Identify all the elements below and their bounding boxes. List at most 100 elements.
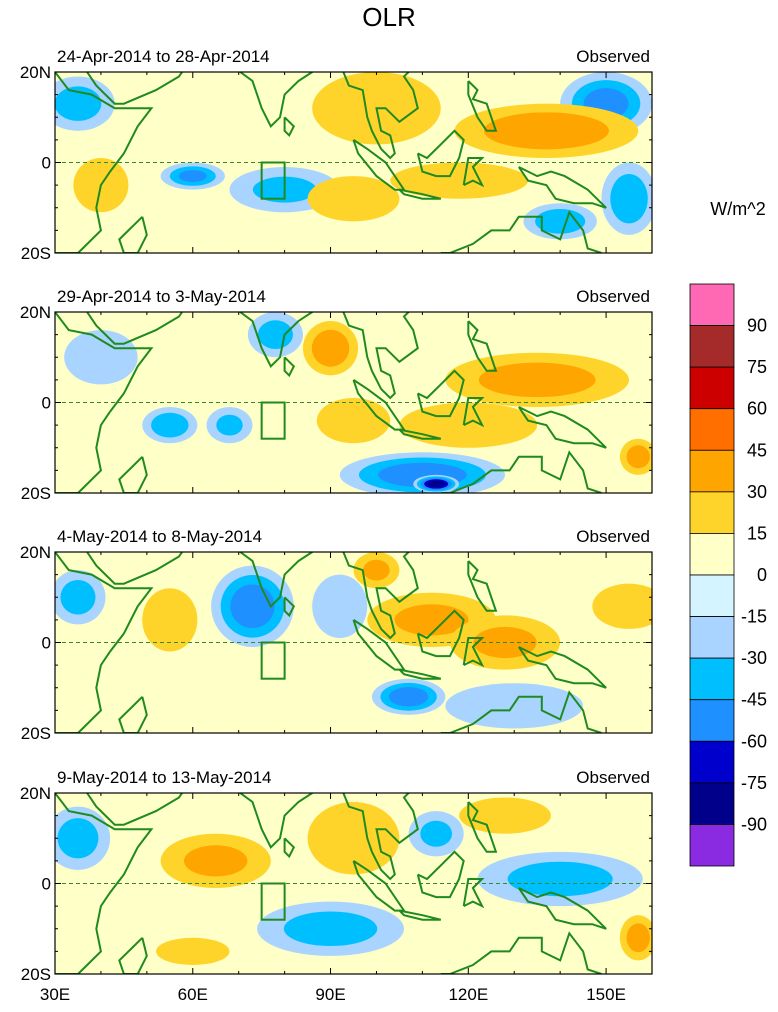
coastline (398, 909, 442, 921)
coastline (440, 931, 602, 974)
anomaly-contour (307, 176, 400, 222)
anomaly-contour (142, 588, 198, 652)
coastlines (55, 49, 607, 253)
x-tick-label: 90E (315, 985, 345, 1004)
colorbar-swatch (689, 699, 735, 742)
panel-tag-label: Observed (576, 47, 650, 66)
coastline (517, 406, 607, 449)
anomaly-contour (445, 683, 584, 729)
panel-tag-label: Observed (576, 768, 650, 787)
anomaly-contour (312, 574, 368, 638)
panel-period-label: 24-Apr-2014 to 28-Apr-2014 (57, 47, 270, 66)
coastline (440, 210, 602, 253)
coastline (467, 560, 498, 612)
colorbar-swatch (689, 449, 735, 493)
coastlines (55, 529, 607, 733)
panel-tag-label: Observed (576, 527, 650, 546)
y-tick-label: 20N (20, 784, 51, 803)
coastline (462, 878, 485, 909)
coastline (467, 80, 498, 132)
colorbar-swatch (689, 824, 735, 867)
anomaly-contour (394, 604, 469, 636)
region-box (260, 401, 286, 440)
panels-group: 20N 0 20S 24-Apr-2014 to 28-Apr-2014 Observe… (20, 47, 653, 1004)
coastline (517, 887, 607, 930)
anomaly-contour (257, 320, 293, 350)
region-box (260, 882, 286, 921)
panel-1: 20N 0 20S 24-Apr-2014 to 28-Apr-2014 Observe… (20, 47, 653, 263)
anomaly-contour (420, 820, 453, 847)
coastline (416, 609, 465, 658)
coastline (238, 552, 314, 608)
anomaly-contour (151, 412, 189, 438)
panel-tag-label: Observed (576, 287, 650, 306)
panel-period-label: 29-Apr-2014 to 3-May-2014 (57, 287, 266, 306)
y-tick-label: 0 (42, 875, 51, 894)
y-tick-label: 20S (21, 965, 51, 984)
anomaly-contour (363, 559, 390, 581)
coastline (468, 770, 477, 784)
anomaly-contour (311, 329, 350, 367)
coastline (440, 690, 602, 733)
coastline (440, 450, 602, 493)
anomaly-contour (283, 911, 378, 947)
y-tick-label: 20N (20, 303, 51, 322)
colorbar-label: 60 (747, 399, 767, 419)
colorbar-swatch (689, 574, 735, 617)
y-tick-label: 20N (20, 63, 51, 82)
colorbar-swatch (689, 408, 735, 451)
anomaly-contour (478, 362, 596, 398)
x-tick-label: 120E (448, 985, 488, 1004)
y-tick-label: 20S (21, 244, 51, 263)
anomaly-contour (610, 174, 648, 224)
chart-title: OLR (362, 2, 416, 32)
coastline (462, 397, 485, 428)
coastline (517, 646, 607, 689)
panel-2: 20N 0 20S 29-Apr-2014 to 3-May-2014 Observed (20, 287, 653, 503)
x-tick-label: 60E (178, 985, 208, 1004)
panel-period-label: 9-May-2014 to 13-May-2014 (57, 768, 272, 787)
coastline (283, 116, 296, 137)
coastline (55, 312, 154, 493)
coastlines (55, 312, 607, 493)
anomaly-contour (230, 584, 275, 629)
coastline (342, 72, 419, 160)
x-tick-label: 150E (586, 985, 626, 1004)
coastline (283, 596, 296, 618)
colorbar-swatch (689, 366, 735, 410)
anomaly-contour (399, 402, 538, 448)
coastline (238, 72, 314, 128)
colorbar-label: 15 (747, 523, 767, 543)
coastline (86, 312, 184, 345)
colorbar-swatch (689, 782, 735, 825)
coastline (55, 72, 154, 253)
coastline (86, 72, 184, 105)
coastline (118, 456, 148, 493)
colorbar-swatch (689, 533, 735, 576)
colorbar-label: 90 (747, 316, 767, 336)
coastline (238, 312, 314, 368)
coastline (517, 166, 607, 209)
coastline (86, 552, 184, 585)
x-tick-label: 30E (40, 985, 70, 1004)
anomaly-contour (507, 861, 613, 897)
coastline (468, 529, 477, 543)
panel-4: 20N 0 20S 9-May-2014 to 13-May-2014 Observed (20, 768, 653, 984)
coastline (468, 49, 477, 63)
coastline (398, 188, 442, 200)
coastline (118, 937, 148, 974)
coastline (467, 320, 498, 372)
colorbar-label: 0 (757, 565, 767, 585)
colorbar-swatch (689, 657, 735, 701)
coastline (342, 552, 419, 640)
coastline (55, 552, 154, 733)
anomaly-contour (156, 937, 230, 965)
anomaly-contour (316, 397, 391, 444)
coastline (342, 793, 419, 881)
panel-period-label: 4-May-2014 to 8-May-2014 (57, 527, 262, 546)
coastline (467, 801, 498, 853)
anomaly-contour (307, 802, 400, 875)
anomaly-contour (388, 687, 429, 707)
y-tick-label: 20S (21, 724, 51, 743)
